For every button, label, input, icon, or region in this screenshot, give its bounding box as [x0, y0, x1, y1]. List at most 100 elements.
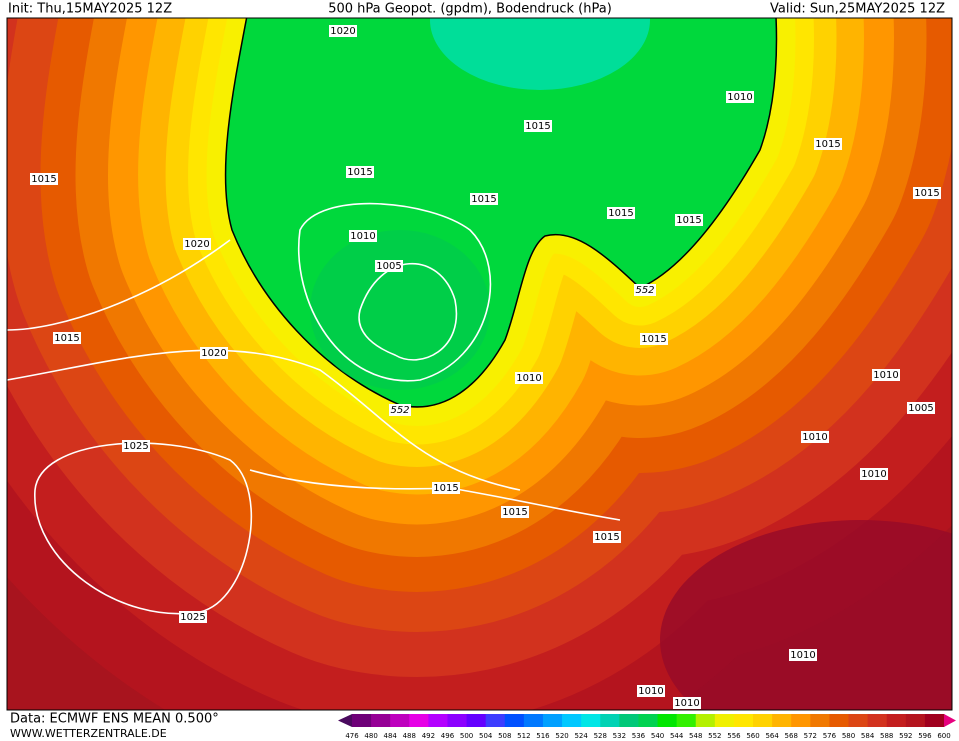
isobar-label: 1010 — [638, 686, 663, 697]
colorbar-label: 592 — [899, 732, 912, 740]
isobar-label-bg — [640, 333, 668, 345]
colorbar-label: 544 — [670, 732, 684, 740]
isobar-label-bg — [432, 482, 460, 494]
colorbar-swatch — [390, 714, 410, 727]
colorbar-swatch — [600, 714, 620, 727]
isobar-label-bg — [860, 468, 888, 480]
colorbar-swatch — [810, 714, 830, 727]
colorbar-arrow-high — [944, 714, 956, 727]
isobar-label: 1015 — [433, 483, 458, 494]
map-frame — [6, 17, 953, 711]
colorbar-swatch — [772, 714, 792, 727]
isobar-label: 1015 — [914, 188, 939, 199]
isobar-label: 1015 — [815, 139, 840, 150]
geopotential-field — [7, 18, 952, 710]
colorbar-label: 504 — [479, 732, 493, 740]
isobar-label-bg — [814, 138, 842, 150]
isobar-label: 1010 — [516, 373, 541, 384]
colorbar-label: 548 — [689, 732, 702, 740]
colorbar-swatch — [409, 714, 429, 727]
colorbar-label: 484 — [384, 732, 398, 740]
colorbar-swatch — [657, 714, 678, 727]
colorbar-swatch — [924, 714, 945, 727]
colorbar-label: 536 — [632, 732, 646, 740]
colorbar-swatch — [886, 714, 907, 727]
colorbar-label: 524 — [574, 732, 588, 740]
init-label: Init: Thu,15MAY2025 12Z — [8, 2, 172, 17]
isobar-label-bg — [607, 207, 635, 219]
isobar-label-bg — [501, 506, 529, 518]
isobar-label: 1015 — [594, 532, 619, 543]
isobar-label: 1010 — [802, 432, 827, 443]
colorbar-label: 560 — [746, 732, 759, 740]
colorbar-swatch — [676, 714, 697, 727]
colorbar-label: 488 — [403, 732, 416, 740]
colorbar-swatch — [848, 714, 869, 727]
colorbar-label: 492 — [422, 732, 435, 740]
colorbar-label: 576 — [823, 732, 837, 740]
isobar-label-bg — [675, 214, 703, 226]
colorbar-label: 476 — [345, 732, 359, 740]
isobar-label: 1010 — [873, 370, 898, 381]
isobar-label: 1015 — [502, 507, 527, 518]
colorbar-label: 564 — [765, 732, 779, 740]
contour-label-bg — [389, 404, 411, 416]
colorbar-swatch — [905, 714, 926, 727]
isobar-label-bg — [515, 372, 543, 384]
colorbar-label: 596 — [918, 732, 932, 740]
contour-label: 552 — [635, 285, 654, 296]
colorbar-swatch — [638, 714, 659, 727]
isobar-label: 1025 — [180, 612, 205, 623]
isobar-label-bg — [673, 697, 701, 709]
isobar-label-bg — [524, 120, 552, 132]
isobar-label: 1015 — [347, 167, 372, 178]
isobar-label: 1010 — [674, 698, 699, 709]
isobar-label-bg — [329, 25, 357, 37]
colorbar-label: 528 — [594, 732, 607, 740]
colorbar-label: 580 — [842, 732, 855, 740]
isobar-label: 1005 — [376, 261, 401, 272]
colorbar-swatch — [562, 714, 582, 727]
isobar-label-bg — [872, 369, 900, 381]
isobar-label-bg — [593, 531, 621, 543]
isobar-label-bg — [801, 431, 829, 443]
colorbar-swatch — [485, 714, 506, 727]
isobar-label: 1010 — [350, 231, 375, 242]
colorbar-label: 556 — [727, 732, 741, 740]
isobar-label-bg — [183, 238, 211, 250]
isobar-label-bg — [122, 440, 150, 452]
colorbar-swatch — [447, 714, 468, 727]
isobar-label-bg — [789, 649, 817, 661]
isobar-label: 1020 — [330, 26, 355, 37]
colorbar-swatch — [867, 714, 888, 727]
isobar-label: 1010 — [861, 469, 886, 480]
colorbar-swatch — [733, 714, 754, 727]
isobar-label: 1020 — [201, 348, 226, 359]
colorbar-label: 568 — [785, 732, 798, 740]
colorbar-label: 572 — [804, 732, 817, 740]
colorbar-label: 480 — [364, 732, 377, 740]
colorbar-label: 588 — [880, 732, 893, 740]
isobar-label-bg — [726, 91, 754, 103]
isobar-label: 1015 — [31, 174, 56, 185]
colorbar-swatch — [753, 714, 773, 727]
colorbar-swatch — [466, 714, 487, 727]
isobar-label-bg — [637, 685, 665, 697]
map-title: 500 hPa Geopot. (gpdm), Bodendruck (hPa) — [328, 2, 612, 17]
isobar-label-bg — [346, 166, 374, 178]
colorbar-swatch — [504, 714, 525, 727]
isobar-label: 1015 — [608, 208, 633, 219]
colorbar-label: 500 — [460, 732, 473, 740]
isobar-label: 1015 — [641, 334, 666, 345]
colorbar-arrow-low — [338, 714, 352, 727]
colorbar-label: 520 — [555, 732, 568, 740]
colorbar-label: 508 — [498, 732, 511, 740]
colorbar-swatch — [714, 714, 735, 727]
colorbar-label: 600 — [937, 732, 950, 740]
contour-label: 552 — [390, 405, 409, 416]
isobar-label-bg — [30, 173, 58, 185]
isobar-label-bg — [470, 193, 498, 205]
colorbar-swatch — [371, 714, 391, 727]
isobar-label-bg — [53, 332, 81, 344]
